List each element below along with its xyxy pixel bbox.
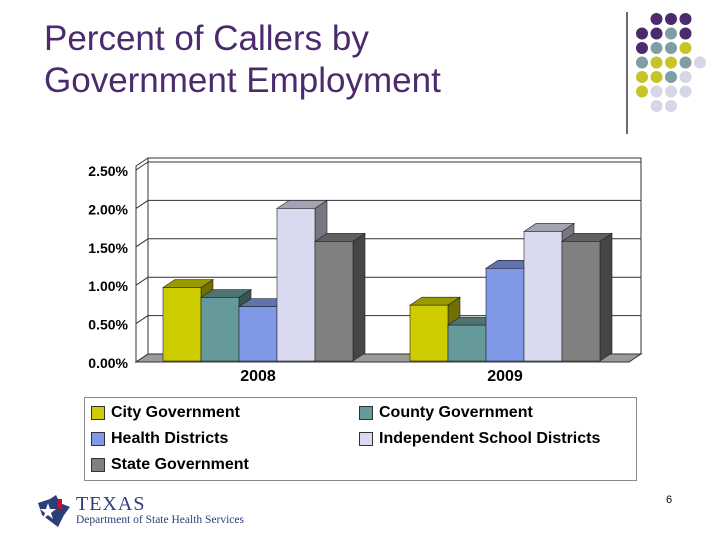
- texas-star-logo-icon: [38, 495, 70, 527]
- bar: [523, 231, 563, 362]
- decorative-dot: [650, 71, 663, 83]
- decorative-dot: [650, 13, 663, 25]
- legend-label: Independent School Districts: [379, 430, 601, 447]
- legend-swatch: [91, 432, 105, 446]
- bar: [409, 304, 449, 362]
- decorative-dot: [665, 13, 677, 25]
- decorative-dot-grid: [636, 13, 706, 112]
- slide-title-line-2: Government Employment: [44, 61, 441, 100]
- bar: [238, 306, 278, 362]
- chart-side-wall: [135, 157, 149, 363]
- decorative-divider: [626, 12, 628, 134]
- decorative-dot: [679, 56, 692, 69]
- y-tick-label: 0.50%: [88, 317, 128, 333]
- decorative-dot: [650, 85, 663, 98]
- bar: [561, 241, 601, 362]
- chart-legend: City Government County Government Health D…: [84, 397, 637, 481]
- logo-text-texas: TEXAS: [76, 493, 146, 515]
- legend-item: County Government: [359, 404, 533, 422]
- bar: [485, 268, 525, 362]
- decorative-dot: [679, 42, 692, 54]
- gridline-side: [135, 276, 149, 286]
- bar: [276, 208, 316, 362]
- bar-side: [352, 232, 366, 362]
- x-tick-label: 2009: [487, 368, 523, 385]
- decorative-dot: [650, 27, 663, 40]
- legend-item: City Government: [91, 404, 240, 422]
- page-number: 6: [666, 494, 673, 506]
- dshs-logo: TEXAS Department of State Health Service…: [34, 493, 274, 529]
- decorative-dot: [636, 56, 648, 69]
- slide-title: Percent of Callers by Government Employm…: [44, 18, 604, 102]
- decorative-dot: [679, 85, 692, 98]
- bar: [447, 324, 487, 362]
- decorative-dot: [636, 71, 648, 83]
- legend-item: Independent School Districts: [359, 430, 600, 448]
- y-tick-label: 2.00%: [88, 201, 128, 217]
- decorative-dot: [665, 27, 677, 40]
- decorative-dot: [694, 56, 706, 69]
- decorative-dot: [679, 27, 692, 40]
- bar-chart: 2.50% 2.00% 1.50% 1.00% 0.50% 0.00% 2008 2009: [88, 157, 643, 385]
- gridline-side: [135, 161, 149, 171]
- decorative-dot: [636, 42, 648, 54]
- legend-label: City Government: [111, 404, 240, 421]
- y-tick-label: 2.50%: [88, 163, 128, 179]
- legend-item: Health Districts: [91, 430, 228, 448]
- x-tick-label: 2008: [240, 368, 276, 385]
- decorative-dot: [650, 42, 663, 54]
- bar: [162, 287, 202, 362]
- legend-swatch: [359, 432, 373, 446]
- decorative-dot: [650, 100, 663, 112]
- decorative-dot: [636, 85, 648, 98]
- y-tick-label: 1.50%: [88, 240, 128, 256]
- legend-label: County Government: [379, 404, 533, 421]
- y-tick-label: 0.00%: [88, 355, 128, 371]
- decorative-dot: [665, 100, 677, 112]
- decorative-dot: [665, 42, 677, 54]
- legend-label: State Government: [111, 456, 249, 473]
- gridline-side: [135, 315, 149, 325]
- legend-swatch: [91, 458, 105, 472]
- bar: [314, 241, 354, 362]
- gridline-side: [135, 238, 149, 248]
- legend-item: State Government: [91, 456, 249, 474]
- legend-swatch: [359, 406, 373, 420]
- slide-title-line-1: Percent of Callers by: [44, 19, 369, 58]
- gridline-side: [135, 199, 149, 209]
- decorative-dot: [665, 71, 677, 83]
- logo-text-department: Department of State Health Services: [76, 514, 244, 526]
- legend-label: Health Districts: [111, 430, 229, 447]
- decorative-dot: [679, 13, 692, 25]
- bar: [200, 297, 240, 362]
- decorative-dot: [665, 56, 677, 69]
- decorative-dot: [679, 71, 692, 83]
- decorative-dot: [650, 56, 663, 69]
- legend-swatch: [91, 406, 105, 420]
- y-tick-label: 1.00%: [88, 278, 128, 294]
- decorative-dot: [636, 27, 648, 40]
- decorative-dot: [665, 85, 677, 98]
- bar-side: [599, 232, 613, 362]
